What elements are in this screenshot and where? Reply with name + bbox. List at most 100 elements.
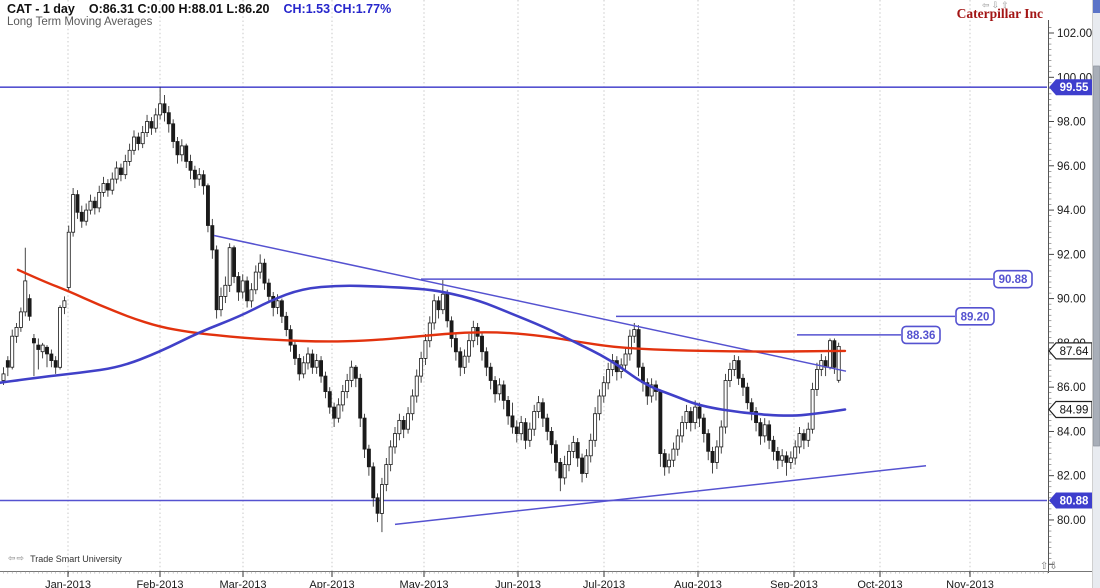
candle-up: [427, 322, 432, 342]
candle-down: [184, 145, 189, 162]
candle-down: [736, 360, 741, 379]
candle-down: [749, 402, 754, 413]
candle-up: [14, 326, 19, 337]
candle-down: [205, 185, 210, 226]
price-tag-text: 99.55: [1060, 82, 1089, 94]
level-label-box[interactable]: [993, 269, 1033, 289]
candle-down: [284, 315, 289, 330]
candle-up: [810, 388, 815, 430]
symbol-title: CAT - 1 day: [7, 2, 75, 16]
candle-down: [741, 377, 745, 388]
candle-up: [275, 300, 280, 308]
candle-down: [319, 360, 323, 377]
candle-down: [775, 450, 780, 461]
candle-up: [301, 362, 306, 375]
candle-down: [710, 450, 715, 463]
candle-down: [832, 340, 837, 368]
candle-up: [306, 353, 310, 364]
candle-down: [480, 335, 484, 353]
candle-down: [5, 360, 10, 368]
watermark: ⇦⇨ Trade Smart University: [8, 553, 122, 564]
candle-up: [410, 395, 415, 415]
candle-down: [558, 461, 563, 479]
candle-up: [132, 136, 136, 151]
candle-down: [362, 417, 367, 450]
candle-up: [649, 384, 654, 397]
ohlc-readout: O:86.31 C:0.00 H:88.01 L:86.20: [88, 2, 270, 16]
trendlines: [213, 234, 927, 526]
month-label: Nov-2013: [946, 579, 994, 588]
candle-up: [627, 335, 632, 355]
candle-down: [136, 136, 141, 144]
candle-up: [158, 103, 163, 116]
candle-up: [336, 404, 341, 419]
candle-up: [432, 300, 437, 324]
candle-up: [680, 422, 685, 437]
candle-up: [797, 433, 802, 448]
candle-up: [519, 422, 524, 435]
horizontal-levels: [0, 86, 1047, 502]
candle-up: [793, 446, 798, 459]
level-label-box[interactable]: [955, 307, 995, 326]
candle-down: [449, 320, 454, 339]
long-term-ma-red: [16, 268, 847, 353]
month-label: Sep-2013: [770, 579, 818, 588]
candle-down: [545, 417, 550, 432]
candle-up: [562, 464, 567, 479]
candle-up: [58, 307, 62, 368]
candle-up: [588, 439, 593, 457]
candle-up: [40, 344, 45, 353]
month-label: Apr-2013: [309, 579, 354, 588]
candle-up: [101, 183, 106, 193]
candles-layer: [1, 87, 841, 533]
price-axis[interactable]: 102.00100.0098.0096.0094.0092.0090.0088.…: [1048, 20, 1093, 573]
chart-subtitle: Long Term Moving Averages: [7, 16, 153, 28]
mid-term-ma-blue: [0, 284, 847, 417]
candle-down: [297, 357, 302, 375]
candle-down: [236, 276, 241, 293]
candle-down: [323, 375, 328, 393]
candle-down: [162, 103, 167, 114]
level-label-box[interactable]: [901, 325, 941, 345]
candle-down: [201, 174, 206, 187]
candle-down: [549, 430, 554, 446]
candle-up: [723, 380, 728, 428]
scroll-arrows-icon[interactable]: ⇦⇩⇧: [982, 0, 1011, 10]
candle-up: [828, 340, 832, 368]
scrollbar-thumb[interactable]: [1093, 65, 1100, 447]
candle-down: [784, 455, 789, 463]
candle-down: [501, 384, 506, 401]
month-label: Oct-2013: [857, 579, 902, 588]
time-axis[interactable]: Jan-2013 Feb-2013 Mar-2013 Apr-2013 May-2013…: [0, 571, 1092, 588]
candle-down: [310, 353, 315, 368]
candle-down: [332, 406, 337, 419]
candle-down: [580, 457, 584, 474]
candle-up: [388, 446, 393, 465]
price-axis-label: 102.00: [1057, 28, 1092, 40]
candle-up: [462, 355, 467, 368]
candle-up: [693, 406, 698, 424]
candle-up: [84, 209, 89, 222]
candle-up: [601, 382, 606, 397]
axis-corner-arrows-icon[interactable]: ⇧⇩: [1040, 561, 1059, 572]
candle-up: [384, 464, 389, 485]
level-label-text: 90.88: [999, 274, 1028, 286]
candle-up: [780, 455, 785, 461]
candle-up: [314, 360, 319, 368]
candle-down: [105, 183, 110, 191]
candle-up: [567, 450, 571, 466]
candle-down: [49, 353, 54, 361]
candle-down: [458, 351, 463, 368]
candle-up: [240, 280, 245, 293]
month-label: Jun-2013: [495, 579, 541, 588]
price-tag-80.88: [1049, 492, 1092, 509]
candle-up: [345, 380, 350, 393]
candle-up: [145, 121, 149, 134]
candle-up: [349, 366, 354, 381]
candle-up: [258, 262, 263, 273]
candle-up: [110, 178, 115, 191]
price-tag-text: 87.64: [1060, 346, 1089, 358]
scrollbar-top-cap[interactable]: [1093, 0, 1100, 13]
chart-legend: CAT - 1 day O:86.31 C:0.00 H:88.01 L:86.…: [7, 2, 391, 16]
